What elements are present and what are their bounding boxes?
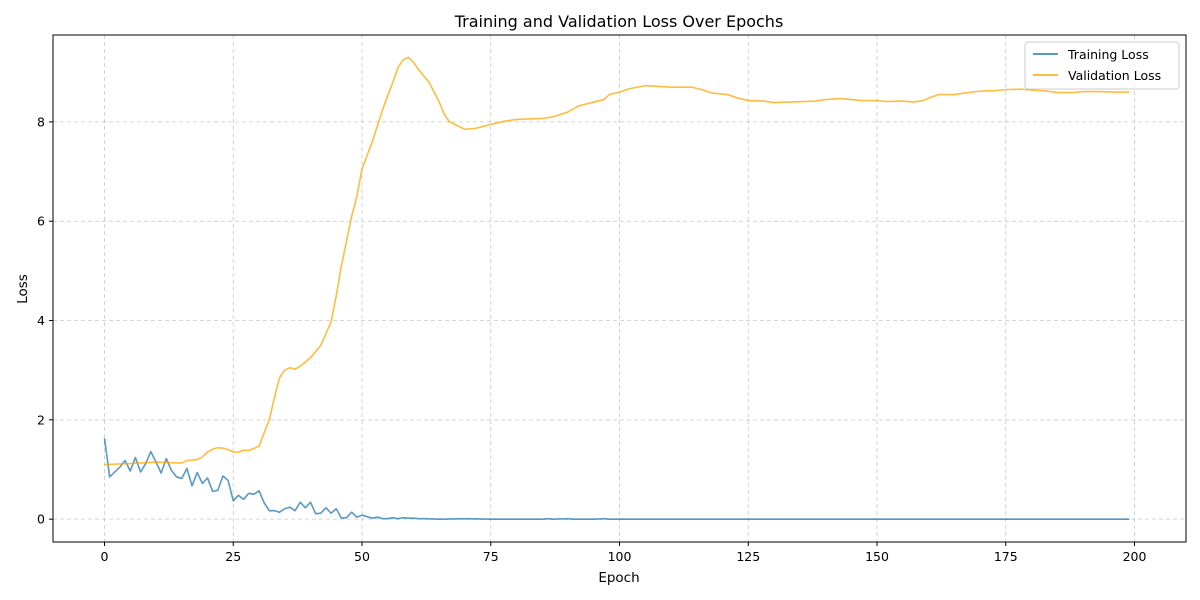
y-tick-label: 0 — [37, 512, 45, 527]
x-tick-label: 175 — [994, 549, 1018, 564]
x-tick-label: 100 — [608, 549, 632, 564]
x-tick-label: 50 — [354, 549, 370, 564]
x-tick-label: 125 — [736, 549, 760, 564]
legend: Training Loss Validation Loss — [1024, 41, 1180, 90]
legend-label-training-loss: Training Loss — [1067, 47, 1149, 62]
grid-lines — [53, 35, 1186, 542]
series-lines — [103, 56, 1130, 520]
x-tick-label: 200 — [1123, 549, 1147, 564]
y-axis-title: Loss — [15, 274, 31, 304]
legend-label-validation-loss: Validation Loss — [1068, 68, 1161, 83]
x-tick-label: 75 — [483, 549, 499, 564]
y-tick-label: 2 — [37, 412, 45, 427]
legend-box — [1024, 41, 1180, 90]
chart-title: Training and Validation Loss Over Epochs — [454, 12, 784, 31]
x-tick-label: 0 — [101, 549, 109, 564]
series-line-validation-loss — [104, 56, 1130, 466]
y-tick-label: 6 — [37, 214, 45, 229]
x-tick-label: 25 — [225, 549, 241, 564]
series-line-training-loss — [103, 438, 1130, 520]
y-tick-label: 8 — [37, 114, 45, 129]
x-axis-title: Epoch — [598, 570, 639, 586]
y-tick-label: 4 — [37, 313, 45, 328]
axes: 0 25 50 75 100 125 150 175 200 0 2 4 6 8 — [37, 114, 1146, 564]
x-tick-label: 150 — [865, 549, 889, 564]
